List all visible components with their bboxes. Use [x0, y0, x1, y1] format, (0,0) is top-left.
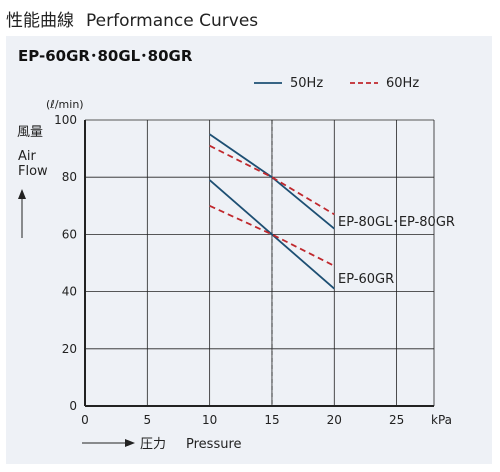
page-title: 性能曲線 Performance Curves — [6, 6, 258, 31]
y-tick-label-40: 40 — [62, 285, 77, 299]
y-tick-label-60: 60 — [62, 227, 77, 241]
y-tick-label-80: 80 — [62, 170, 77, 184]
x-axis-label-ja: 圧力 — [140, 437, 166, 452]
x-tick-label-5: 5 — [144, 413, 152, 427]
series-line-0 — [209, 133, 335, 230]
y-tick-label-0: 0 — [69, 399, 77, 413]
series-annotation-1: EP-60GR — [338, 272, 394, 287]
model-title: EP-60GR･80GL･80GR — [18, 47, 193, 65]
y-axis-label-ja: 風量 — [17, 125, 43, 140]
x-tick-label-0: 0 — [81, 413, 89, 427]
x-tick-label-25: 25 — [389, 413, 404, 427]
series-annotation-0: EP-80GL･EP-80GR — [338, 215, 455, 230]
arrow-right-icon — [125, 439, 135, 447]
y-axis-label-en-1: Flow — [18, 164, 48, 179]
y-unit-label: (ℓ/min) — [46, 98, 84, 111]
series-line-2 — [209, 179, 335, 290]
series-line-3 — [209, 204, 335, 267]
performance-chart: 0 5 10 15 20 25 0 20 40 60 80 100 kPa (ℓ/min) 風量 AirFlo… — [17, 76, 455, 452]
x-unit-label: kPa — [431, 413, 452, 427]
page-title-en: Performance Curves — [86, 11, 259, 31]
x-tick-label-15: 15 — [264, 413, 279, 427]
legend-label-0: 50Hz — [290, 76, 323, 91]
series-line-1 — [209, 144, 335, 216]
y-tick-label-20: 20 — [62, 342, 77, 356]
x-tick-label-10: 10 — [202, 413, 217, 427]
legend-label-1: 60Hz — [386, 76, 419, 91]
x-axis-label-en: Pressure — [186, 437, 242, 452]
chart-panel: EP-60GR･80GL･80GR 0 5 10 15 20 25 0 20 40 60 80 100… — [6, 36, 492, 464]
y-axis-label-en-0: Air — [18, 149, 37, 164]
y-tick-label-100: 100 — [54, 113, 77, 127]
arrow-up-icon — [18, 189, 26, 199]
page-title-ja: 性能曲線 — [6, 11, 74, 31]
x-tick-label-20: 20 — [327, 413, 342, 427]
